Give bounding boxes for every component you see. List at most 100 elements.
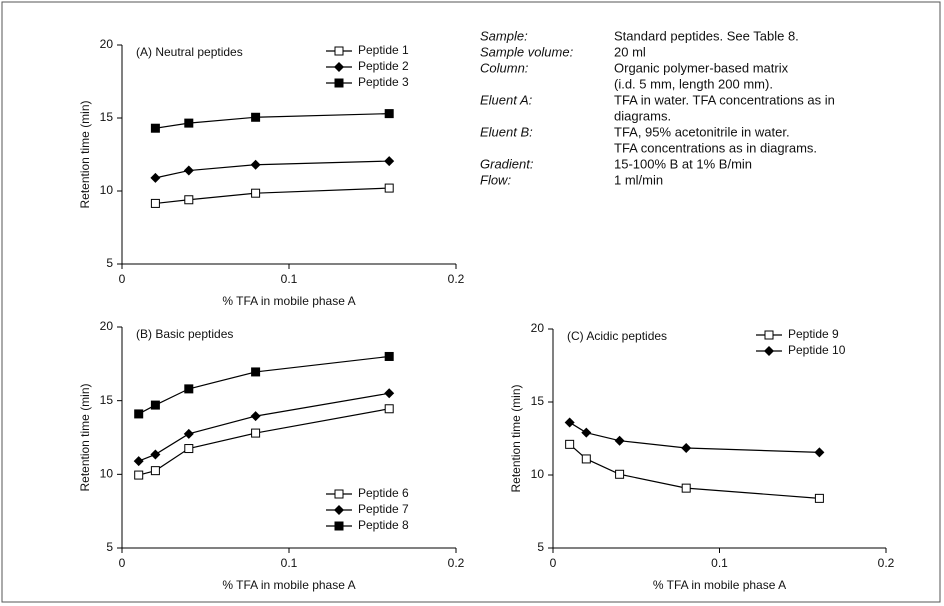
marker (614, 435, 625, 446)
series-line (155, 113, 390, 129)
marker (814, 447, 825, 458)
y-tick-label: 5 (106, 256, 113, 270)
condition-label: Sample volume: (480, 44, 574, 59)
marker (184, 444, 194, 454)
marker (581, 454, 591, 464)
marker (150, 172, 161, 183)
marker (681, 442, 692, 453)
x-tick-label: 0.1 (281, 556, 298, 570)
marker (251, 112, 261, 122)
x-tick-label: 0 (550, 556, 557, 570)
series-line (155, 187, 390, 205)
legend-marker (334, 78, 344, 88)
marker (184, 118, 194, 128)
marker (565, 439, 575, 449)
x-axis-label: % TFA in mobile phase A (653, 578, 786, 592)
y-tick-label: 20 (100, 319, 114, 333)
x-tick-label: 0.2 (448, 556, 465, 570)
marker (150, 198, 160, 208)
condition-value: 1 ml/min (614, 172, 663, 187)
condition-value: TFA in water. TFA concentrations as in (614, 92, 835, 107)
marker (183, 165, 194, 176)
series-line (569, 443, 820, 499)
condition-value: Standard peptides. See Table 8. (614, 28, 799, 43)
marker (134, 470, 144, 480)
marker (251, 428, 261, 438)
marker (150, 123, 160, 133)
y-axis-label: Retention time (min) (509, 384, 523, 492)
series-line (138, 392, 390, 462)
marker (384, 109, 394, 119)
legend-marker (334, 46, 344, 56)
legend-marker (764, 346, 774, 356)
y-tick-label: 5 (537, 540, 544, 554)
y-axis-label: Retention time (min) (78, 383, 92, 491)
condition-label: Sample: (480, 28, 528, 43)
condition-value: Organic polymer-based matrix (614, 60, 789, 75)
marker (150, 449, 161, 460)
legend-label: Peptide 1 (358, 43, 409, 57)
x-tick-label: 0.2 (878, 556, 895, 570)
x-tick-label: 0 (119, 556, 126, 570)
legend-label: Peptide 8 (358, 518, 409, 532)
marker (184, 384, 194, 394)
marker (184, 195, 194, 205)
marker (814, 493, 824, 503)
legend-label: Peptide 2 (358, 59, 409, 73)
legend-marker (764, 330, 774, 340)
condition-value: 20 ml (614, 44, 646, 59)
series-line (155, 160, 390, 179)
x-axis-label: % TFA in mobile phase A (222, 294, 355, 308)
condition-label: Gradient: (480, 156, 534, 171)
marker (250, 159, 261, 170)
marker (133, 456, 144, 467)
marker (134, 409, 144, 419)
legend-marker (334, 489, 344, 499)
chart-title: (A) Neutral peptides (136, 45, 243, 59)
legend-label: Peptide 7 (358, 502, 409, 516)
legend-label: Peptide 10 (788, 343, 846, 357)
condition-label: Eluent B: (480, 124, 533, 139)
marker (150, 400, 160, 410)
condition-label: Flow: (480, 172, 511, 187)
marker (251, 188, 261, 198)
y-tick-label: 15 (531, 394, 545, 408)
condition-label: Eluent A: (480, 92, 533, 107)
legend-marker (334, 521, 344, 531)
marker (250, 411, 261, 422)
x-axis-label: % TFA in mobile phase A (222, 578, 355, 592)
x-tick-label: 0 (119, 272, 126, 286)
condition-value: diagrams. (614, 108, 671, 123)
condition-value: TFA concentrations as in diagrams. (614, 140, 817, 155)
legend-label: Peptide 6 (358, 486, 409, 500)
condition-label: Column: (480, 60, 529, 75)
marker (384, 183, 394, 193)
conditions: Sample: Standard peptides. See Table 8. Sa… (480, 28, 835, 187)
marker (150, 466, 160, 476)
x-tick-label: 0.2 (448, 272, 465, 286)
y-tick-label: 10 (100, 183, 114, 197)
y-tick-label: 10 (100, 467, 114, 481)
marker (251, 367, 261, 377)
legend-label: Peptide 9 (788, 327, 839, 341)
y-tick-label: 15 (100, 110, 114, 124)
y-tick-label: 10 (531, 467, 545, 481)
condition-value: TFA, 95% acetonitrile in water. (614, 124, 790, 139)
x-tick-label: 0.1 (281, 272, 298, 286)
marker (384, 388, 395, 399)
marker (183, 428, 194, 439)
legend-marker (334, 505, 344, 515)
condition-value: (i.d. 5 mm, length 200 mm). (614, 76, 773, 91)
marker (615, 469, 625, 479)
chart-title: (B) Basic peptides (136, 327, 233, 341)
y-tick-label: 20 (531, 321, 545, 335)
y-tick-label: 5 (106, 540, 113, 554)
series-line (138, 355, 390, 415)
marker (384, 351, 394, 361)
marker (581, 427, 592, 438)
series-line (569, 421, 820, 453)
legend-label: Peptide 3 (358, 75, 409, 89)
marker (681, 483, 691, 493)
